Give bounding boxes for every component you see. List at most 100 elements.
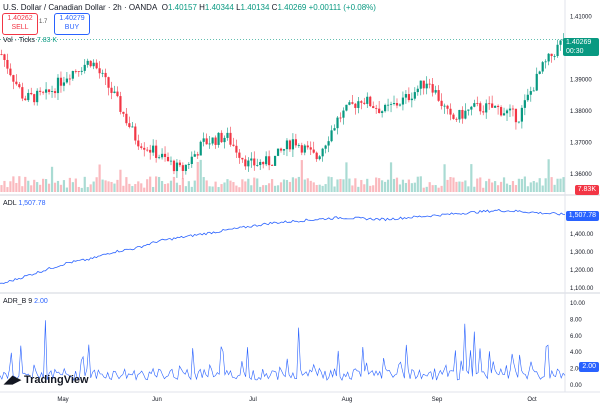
volume-bar — [193, 180, 196, 192]
candle-body — [12, 75, 15, 82]
symbol-title[interactable]: U.S. Dollar / Canadian Dollar · 2h · OAN… — [3, 3, 158, 12]
candle-body — [485, 103, 488, 113]
volume-bar — [71, 182, 74, 192]
volume-bar — [172, 176, 176, 192]
candle-body — [294, 139, 297, 146]
adl-indicator-label[interactable]: ADL 1,507.78 — [3, 200, 46, 207]
volume-bar — [196, 161, 199, 192]
candle-body — [488, 103, 491, 105]
volume-bar — [169, 180, 173, 192]
ohlc-change: +0.00111 (+0.08%) — [308, 3, 376, 12]
volume-bar — [372, 185, 375, 192]
candle-body — [285, 140, 289, 150]
sell-button[interactable]: 1.40262 SELL — [2, 13, 38, 35]
volume-bar — [520, 179, 523, 192]
candle-body — [166, 156, 170, 161]
candle-body — [273, 155, 277, 166]
candle-body — [39, 90, 42, 92]
volume-bar — [378, 178, 381, 192]
candle-body — [110, 87, 113, 93]
candle-body — [128, 123, 131, 127]
volume-bar — [431, 185, 434, 192]
volume-bar — [419, 176, 422, 192]
volume-bar — [291, 177, 295, 192]
volume-bar — [92, 181, 95, 192]
volume-bar — [146, 179, 149, 192]
volume-bar — [523, 176, 526, 192]
volume-bar — [514, 185, 518, 192]
adr-indicator-label[interactable]: ADR_B 9 2.00 — [3, 298, 48, 305]
buy-label: BUY — [64, 24, 80, 31]
candle-body — [404, 94, 408, 98]
candle-body — [383, 104, 387, 112]
volume-bar — [113, 183, 116, 192]
candle-body — [431, 84, 434, 93]
candle-body — [214, 137, 217, 145]
candle-body — [446, 105, 449, 109]
volume-bar — [18, 176, 21, 192]
volume-bar — [80, 187, 83, 192]
candle-body — [482, 111, 485, 113]
spread-value: 1.7 — [39, 19, 48, 25]
candle-body — [77, 71, 80, 72]
candle-body — [496, 105, 500, 108]
volume-bar — [464, 180, 467, 192]
candle-body — [92, 62, 95, 67]
time-axis-label: Sep — [432, 397, 443, 403]
volume-bar — [360, 179, 363, 192]
volume-bar — [282, 179, 286, 192]
volume-bar — [217, 187, 220, 192]
candle-body — [3, 54, 6, 60]
volume-bar — [327, 176, 330, 192]
candle-body — [152, 145, 155, 153]
candle-body — [235, 145, 238, 153]
volume-bar — [256, 178, 259, 192]
candle-body — [479, 103, 482, 112]
volume-bar — [262, 185, 265, 192]
volume-bar — [27, 180, 30, 192]
candle-body — [464, 110, 467, 119]
volume-bar — [208, 186, 211, 192]
volume-bar — [544, 178, 547, 192]
candle-body — [395, 103, 399, 106]
candle-body — [401, 97, 405, 105]
volume-bar — [547, 159, 550, 192]
volume-bar — [482, 187, 485, 192]
volume-bar — [0, 185, 3, 192]
candle-body — [520, 107, 523, 122]
sell-label: SELL — [11, 24, 29, 31]
candle-body — [282, 149, 286, 151]
candle-body — [199, 141, 202, 156]
volume-bar — [134, 184, 137, 192]
candle-body — [160, 153, 164, 158]
candle-body — [345, 104, 348, 111]
tradingview-logo[interactable]: ◢▶ TradingView — [4, 373, 89, 386]
adl-axis-label: 1,400.00 — [570, 232, 594, 238]
volume-bar — [440, 185, 443, 192]
volume-bar — [68, 177, 71, 192]
candle-body — [169, 160, 173, 162]
candle-body — [68, 78, 71, 80]
candle-body — [499, 107, 503, 116]
candle-body — [375, 108, 378, 109]
candle-body — [270, 165, 274, 166]
candle-body — [125, 113, 128, 124]
volume-bar — [363, 184, 366, 192]
current-price-tag: 1.40269 00:30 — [563, 38, 599, 56]
time-axis-label: May — [57, 397, 68, 403]
candle-body — [157, 157, 161, 159]
vol-indicator-label[interactable]: Vol · Ticks 7.83 K — [3, 37, 58, 44]
candle-body — [410, 98, 413, 101]
time-axis-label: Aug — [342, 397, 353, 403]
candle-body — [95, 62, 98, 69]
volume-bar — [428, 182, 431, 192]
candle-body — [202, 138, 205, 142]
buy-button[interactable]: 1.40279 BUY — [54, 13, 90, 35]
candle-body — [113, 91, 116, 93]
candle-body — [559, 40, 562, 45]
candle-body — [62, 82, 66, 86]
candle-body — [422, 80, 425, 89]
volume-bar — [116, 179, 119, 192]
candle-body — [226, 132, 229, 138]
